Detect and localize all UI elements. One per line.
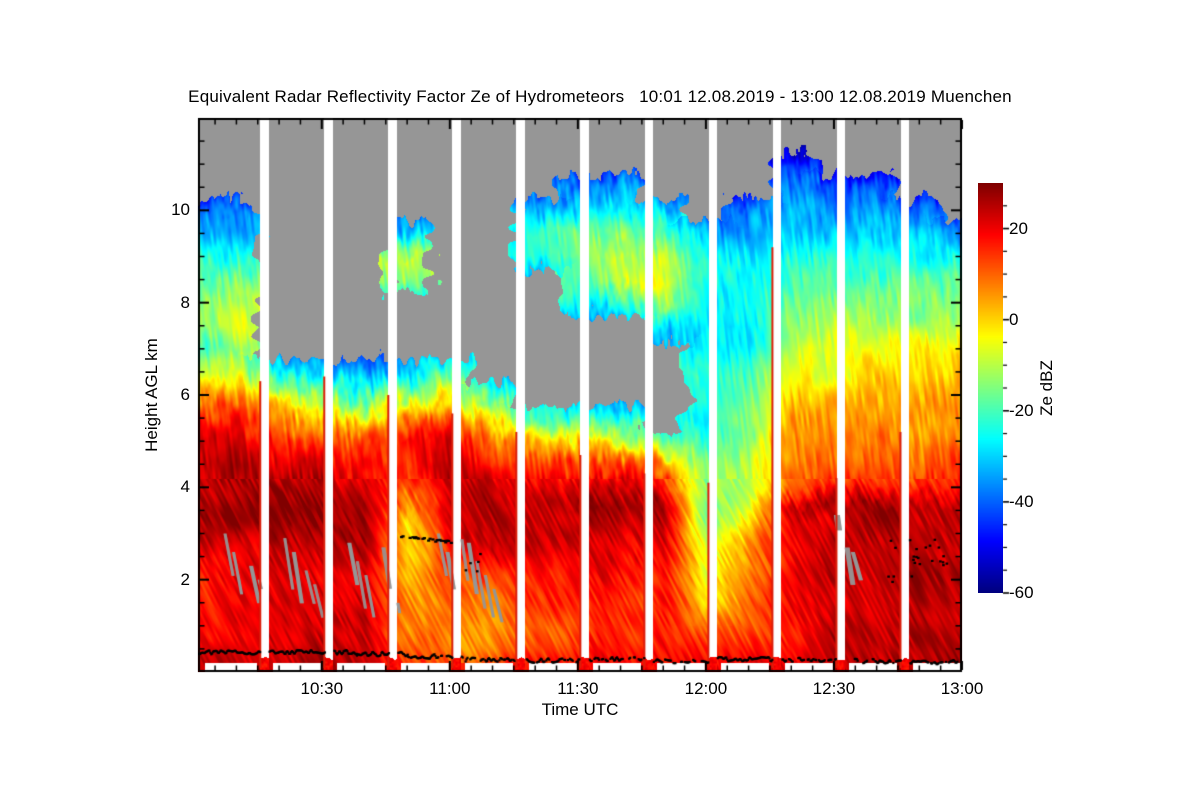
colorbar-tick-label: -60 (1009, 583, 1034, 602)
colorbar-tick-label: -40 (1009, 491, 1034, 511)
colorbar-gradient (978, 183, 1003, 593)
x-tick-label: 12:30 (812, 679, 856, 698)
colorbar-tick-label: -20 (1009, 400, 1034, 420)
x-tick-label: 11:30 (557, 679, 599, 698)
reflectivity-heatmap (198, 118, 962, 672)
colorbar-label: Ze dBZ (1037, 360, 1056, 416)
y-tick-label: 6 (180, 385, 190, 404)
y-tick-label: 4 (180, 477, 190, 497)
x-tick-label: 13:00 (940, 679, 984, 698)
x-axis-label: Time UTC (541, 700, 619, 719)
x-tick-label: 11:00 (429, 679, 471, 698)
colorbar-tick-label: 0 (1009, 309, 1019, 329)
y-tick-label: 10 (171, 200, 190, 220)
plot-title: Equivalent Radar Reflectivity Factor Ze … (188, 87, 1012, 106)
y-tick-label: 2 (180, 569, 190, 589)
x-tick-label: 12:00 (684, 679, 728, 698)
y-tick-label: 8 (180, 292, 190, 312)
x-tick-label: 10:30 (300, 679, 344, 698)
colorbar-tick-label: 20 (1009, 218, 1028, 238)
